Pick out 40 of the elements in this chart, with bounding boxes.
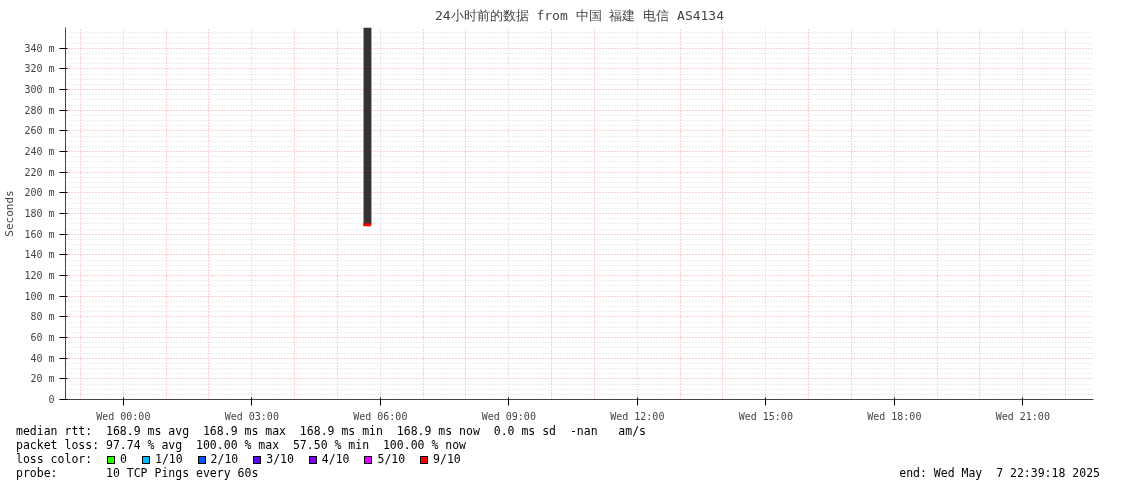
x-tick-label: Wed 18:00 [867,410,922,422]
y-tick-label: 180 m [24,208,55,219]
legend-label: 2/10 [210,452,239,466]
y-tick-label: 200 m [24,187,55,199]
y-tick-label: 160 m [24,228,55,240]
x-tick-label: Wed 00:00 [96,410,151,422]
text: end: Wed May 7 22:39:18 2025 [899,466,1100,480]
x-tick-label: Wed 12:00 [610,410,665,422]
y-tick-label: 140 m [24,249,55,261]
x-tick-label: Wed 21:00 [995,410,1050,422]
y-tick-label: 120 m [24,270,55,281]
x-tick-label: Wed 06:00 [353,410,408,422]
y-tick-label: 260 m [24,125,55,137]
x-tick-label: Wed 09:00 [481,410,536,422]
legend-label: 5/10 [377,452,406,466]
y-tick-label: 100 m [24,290,55,302]
x-tick-label: Wed 15:00 [738,410,793,422]
text: median rtt: 168.9 ms avg 168.9 ms max 168.9 ms min 168.9 ms now 0.0 ms sd -nan am/s [16,424,647,438]
y-tick-label: 320 m [24,63,55,75]
legend-label: 3/10 [266,452,294,466]
legend-title: loss color: [16,452,93,466]
text: packet loss: 97.74 % avg 100.00 % max 57.50 % min 100.00 % now [16,438,467,452]
legend-label: 4/10 [321,452,350,466]
y-tick-label: 80 m [30,311,55,323]
y-axis-title: Seconds [3,190,17,237]
y-tick-label: 340 m [24,42,55,54]
chart-title: 24小时前的数据 from 中国 福建 电信 AS4134 [434,7,725,23]
y-tick-label: 220 m [24,166,55,178]
y-tick-label: 240 m [24,146,55,157]
y-tick-label: 300 m [24,84,55,95]
y-tick-label: 0 [48,394,55,405]
y-tick-label: 60 m [30,332,55,343]
y-tick-label: 40 m [30,352,55,364]
x-tick-label: Wed 03:00 [224,410,279,422]
y-tick-label: 20 m [30,373,55,385]
legend-label: 1/10 [154,452,183,466]
text: probe: 10 TCP Pings every 60s [16,466,259,480]
y-tick-label: 280 m [24,104,55,116]
legend-label: 0 [120,452,128,466]
legend-label: 9/10 [433,452,461,466]
